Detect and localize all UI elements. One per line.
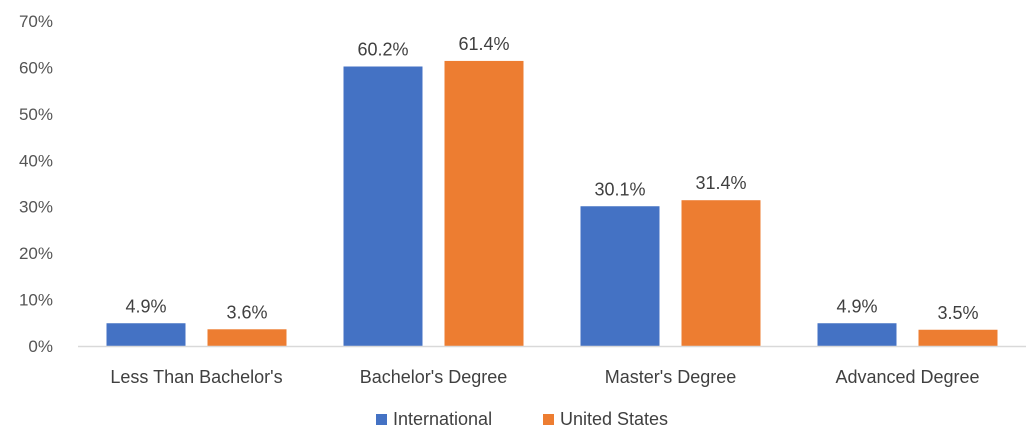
bars bbox=[106, 60, 998, 347]
data-label: 30.1% bbox=[594, 179, 645, 199]
data-label: 3.5% bbox=[937, 303, 978, 323]
y-tick-label: 0% bbox=[28, 337, 53, 356]
legend-swatch bbox=[376, 414, 387, 425]
y-axis: 0% 10% 20% 30% 40% 50% 60% 70% bbox=[19, 12, 53, 356]
y-tick-label: 30% bbox=[19, 198, 53, 217]
bar-international bbox=[343, 66, 423, 346]
legend-label: International bbox=[393, 409, 492, 429]
bar-united-states bbox=[681, 200, 761, 346]
data-label: 60.2% bbox=[357, 40, 408, 60]
bar-united-states bbox=[918, 329, 998, 346]
data-labels: 4.9% 3.6% 60.2% 61.4% 30.1% 31.4% 4.9% 3.5% bbox=[125, 34, 978, 323]
x-category-label: Master's Degree bbox=[605, 367, 736, 387]
x-category-label: Less Than Bachelor's bbox=[110, 367, 282, 387]
y-tick-label: 20% bbox=[19, 244, 53, 263]
legend-label: United States bbox=[560, 409, 668, 429]
bar-international bbox=[580, 206, 660, 346]
y-tick-label: 10% bbox=[19, 291, 53, 310]
legend-swatch bbox=[543, 414, 554, 425]
data-label: 61.4% bbox=[458, 34, 509, 54]
y-tick-label: 70% bbox=[19, 12, 53, 31]
bar-united-states bbox=[444, 60, 524, 347]
y-tick-label: 50% bbox=[19, 105, 53, 124]
x-category-label: Bachelor's Degree bbox=[360, 367, 508, 387]
data-label: 3.6% bbox=[226, 302, 267, 322]
y-tick-label: 60% bbox=[19, 58, 53, 77]
x-category-label: Advanced Degree bbox=[835, 367, 979, 387]
data-label: 4.9% bbox=[125, 296, 166, 316]
bar-international bbox=[106, 323, 186, 346]
legend: International United States bbox=[376, 409, 668, 429]
data-label: 4.9% bbox=[836, 296, 877, 316]
bar-international bbox=[817, 323, 897, 346]
y-tick-label: 40% bbox=[19, 151, 53, 170]
x-axis: Less Than Bachelor's Bachelor's Degree Mas… bbox=[110, 367, 979, 387]
data-label: 31.4% bbox=[695, 173, 746, 193]
bar-united-states bbox=[207, 329, 287, 346]
